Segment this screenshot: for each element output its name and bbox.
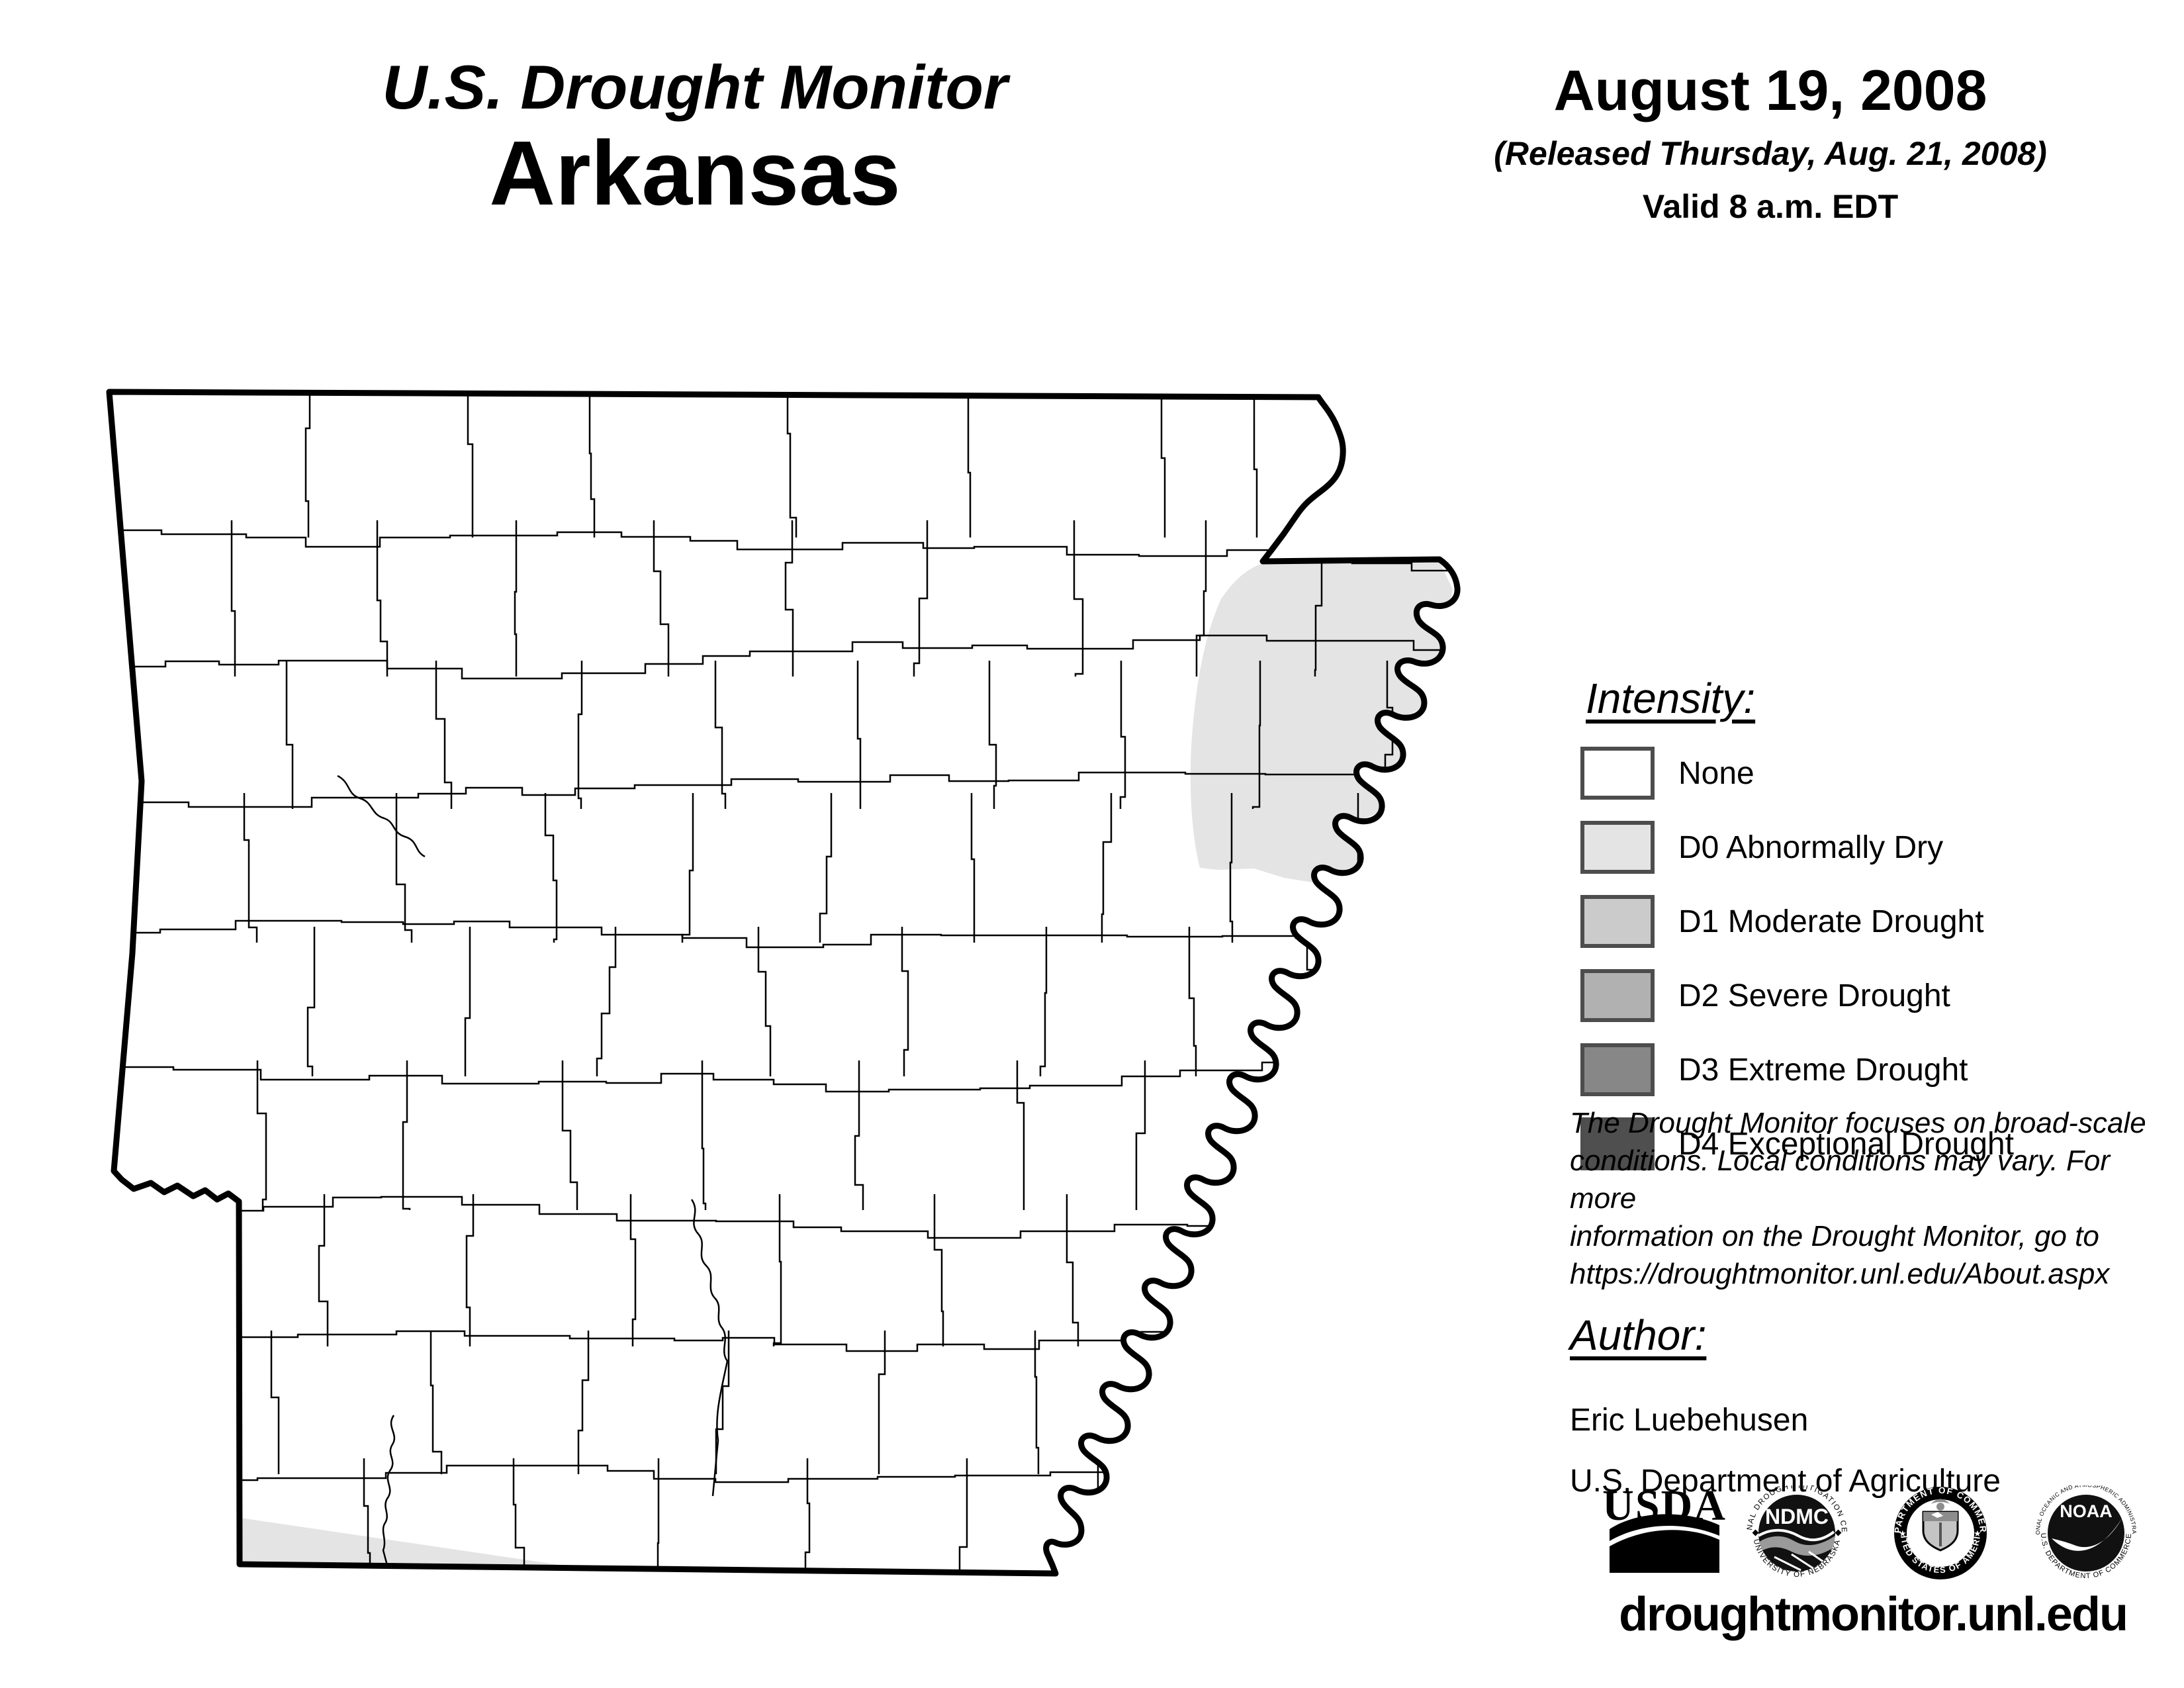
svg-text:★: ★ <box>1974 1528 1981 1538</box>
legend-row-d1: D1 Moderate Drought <box>1580 895 2014 948</box>
state-outline <box>106 389 1461 1577</box>
legend-swatch-d4 <box>1580 1117 1655 1170</box>
report-title: U.S. Drought Monitor <box>382 52 1008 122</box>
valid-time: Valid 8 a.m. EDT <box>1642 187 1899 225</box>
legend-label: D2 Severe Drought <box>1678 978 1950 1013</box>
ndmc-logo: NDMC NATIONAL DROUGHT MITIGATION CENTER … <box>1746 1485 1847 1579</box>
author-heading: Author: <box>1570 1311 1707 1359</box>
disclaimer-line: conditions. Local conditions may vary. F… <box>1570 1145 2110 1215</box>
legend-swatch-d0 <box>1580 821 1655 874</box>
legend-label: D1 Moderate Drought <box>1678 904 1984 939</box>
legend-swatch-d3 <box>1580 1043 1655 1096</box>
legend-swatch-d2 <box>1580 969 1655 1022</box>
legend-label: None <box>1678 755 1754 791</box>
legend-label: D0 Abnormally Dry <box>1678 829 1944 865</box>
legend-row-none: None <box>1580 747 2014 800</box>
legend-label: D3 Extreme Drought <box>1678 1052 1968 1088</box>
legend-swatch-d1 <box>1580 895 1655 948</box>
noaa-text: NOAA <box>2060 1501 2113 1521</box>
disclaimer-link-text: https://droughtmonitor.unl.edu/About.asp… <box>1570 1258 2110 1290</box>
svg-text:★: ★ <box>1899 1528 1907 1538</box>
disclaimer-line: information on the Drought Monitor, go t… <box>1570 1220 2099 1252</box>
legend-row-d2: D2 Severe Drought <box>1580 969 2014 1022</box>
arkansas-drought-map <box>106 389 1461 1577</box>
d0-region-southwest <box>240 1518 596 1570</box>
disclaimer-text: The Drought Monitor focuses on broad-sca… <box>1570 1104 2184 1293</box>
logo-row: USDA NDMC NATIONAL DROUGHT MITIGATION CE… <box>1602 1485 2138 1580</box>
legend-label: D4 Exceptional Drought <box>1678 1126 2014 1162</box>
noaa-logo: NOAA NATIONAL OCEANIC AND ATMOSPHERIC AD… <box>2034 1485 2138 1580</box>
legend-row-d3: D3 Extreme Drought <box>1580 1043 2014 1096</box>
title-block: U.S. Drought Monitor Arkansas <box>232 53 1158 226</box>
disclaimer-line: The Drought Monitor focuses on broad-sca… <box>1570 1107 2146 1139</box>
legend-heading: Intensity: <box>1586 675 1756 722</box>
map-date: August 19, 2008 <box>1553 59 1987 122</box>
legend-row-d4: D4 Exceptional Drought <box>1580 1117 2014 1170</box>
state-title: Arkansas <box>489 122 901 225</box>
usda-logo: USDA <box>1602 1485 1725 1573</box>
legend-swatch-none <box>1580 747 1655 800</box>
ndmc-text: NDMC <box>1765 1505 1829 1528</box>
footer-url: droughtmonitor.unl.edu <box>1619 1588 2128 1641</box>
d0-region-northeast <box>1190 561 1453 884</box>
author-name: Eric Luebehusen <box>1570 1403 1809 1438</box>
river-county-lines <box>337 774 729 1571</box>
legend-row-d0: D0 Abnormally Dry <box>1580 821 2014 874</box>
released-date: (Released Thursday, Aug. 21, 2008) <box>1494 134 2047 172</box>
commerce-logo: DEPARTMENT OF COMMERCE UNITED STATES OF … <box>1893 1485 1987 1579</box>
date-block: August 19, 2008 (Released Thursday, Aug.… <box>1436 60 2105 226</box>
legend: None D0 Abnormally Dry D1 Moderate Droug… <box>1580 747 2014 1192</box>
